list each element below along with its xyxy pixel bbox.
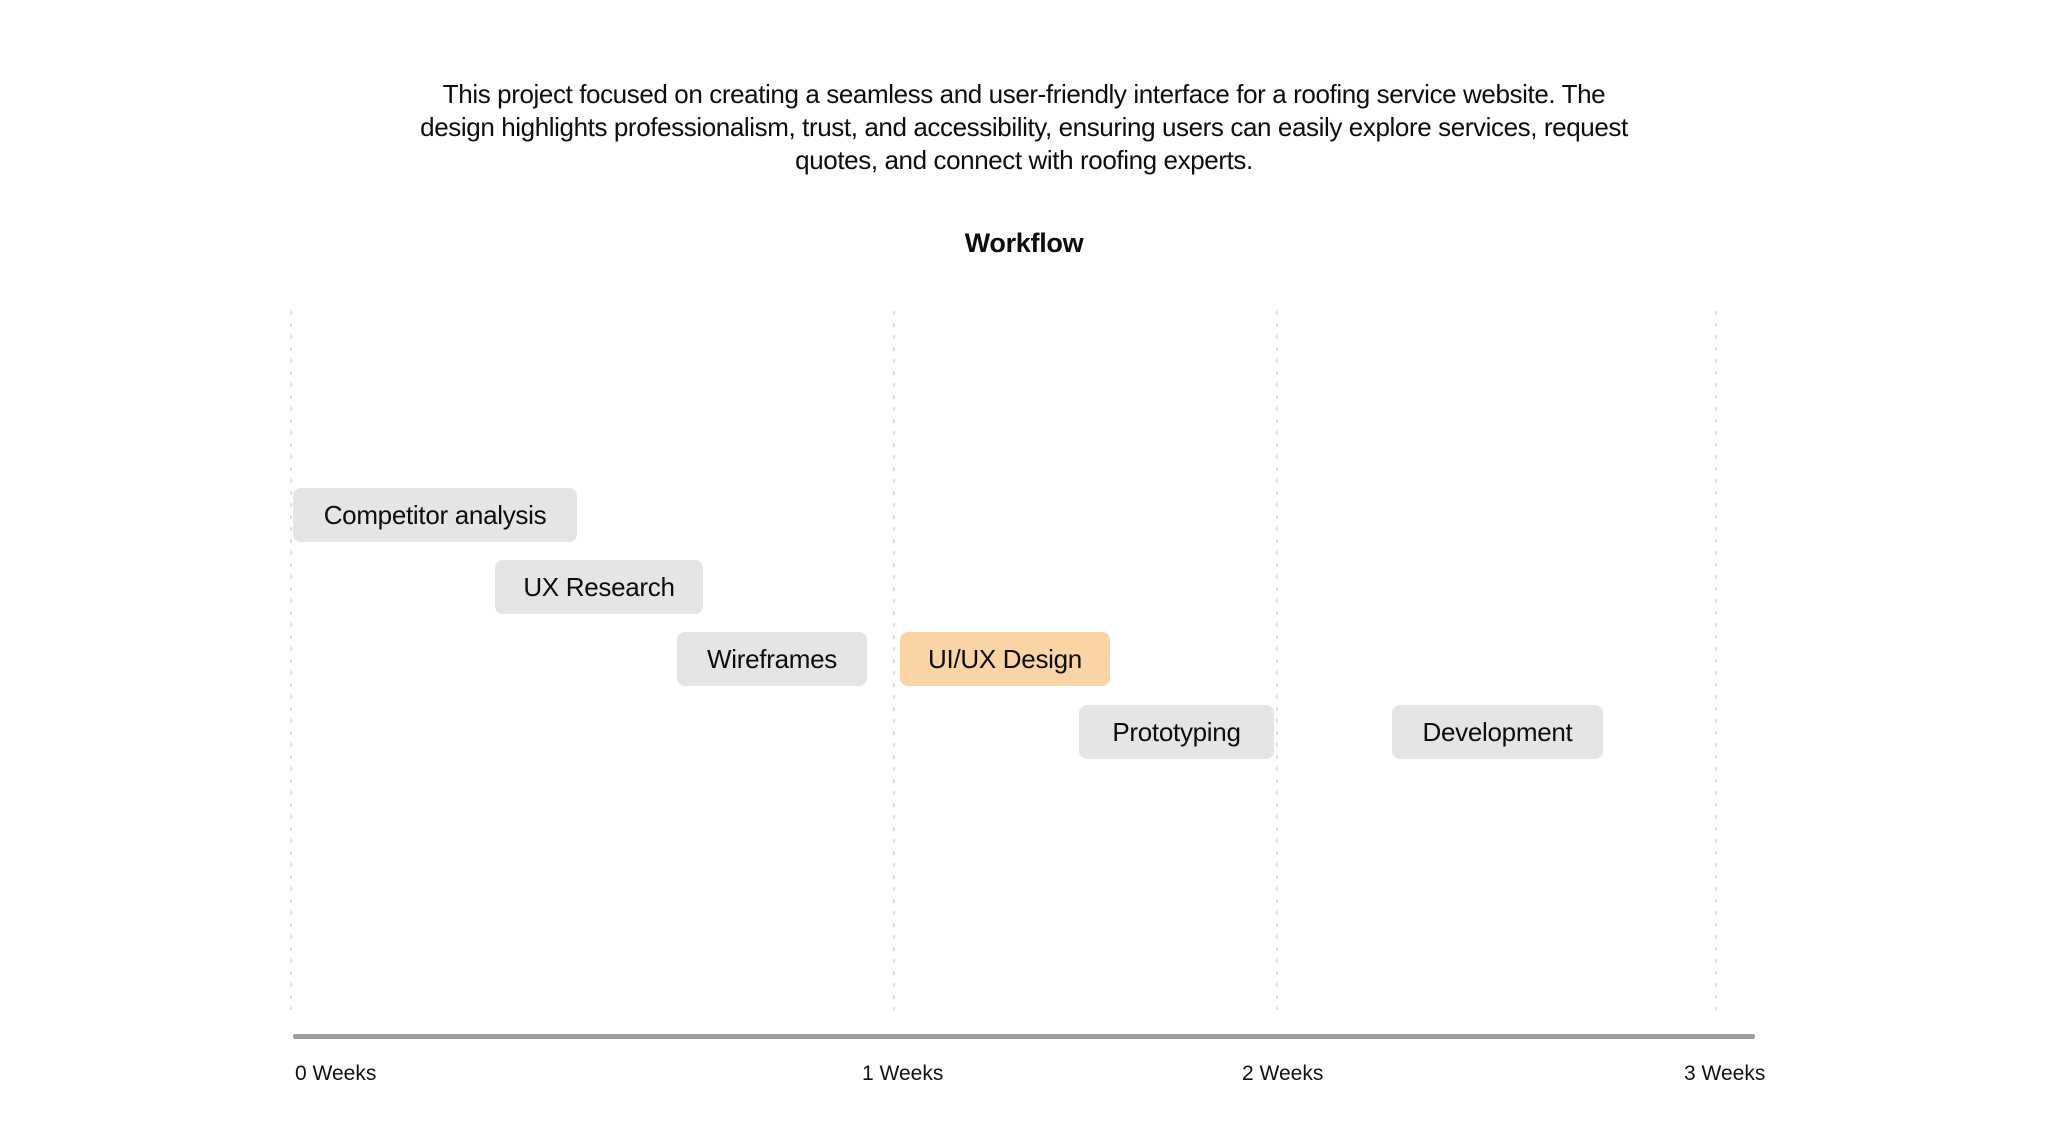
x-axis-line [293, 1034, 1755, 1039]
task-bar-development: Development [1392, 705, 1603, 759]
task-label: Development [1422, 716, 1573, 747]
task-bar-ui-ux-design: UI/UX Design [900, 632, 1110, 686]
workflow-gantt-plot: Competitor analysis UX Research Wireframes… [290, 311, 1717, 1010]
axis-tick-label-0-weeks: 0 Weeks [295, 1062, 377, 1085]
intro-line-3: quotes, and connect with roofing experts… [795, 145, 1253, 175]
axis-tick-label-3-weeks: 3 Weeks [1684, 1062, 1766, 1085]
task-label: Wireframes [707, 643, 837, 674]
axis-tick-label-2-weeks: 2 Weeks [1242, 1062, 1324, 1085]
task-bar-wireframes: Wireframes [677, 632, 867, 686]
task-bar-competitor-analysis: Competitor analysis [293, 488, 577, 542]
gridline-week-2 [1276, 311, 1278, 1010]
task-bar-ux-research: UX Research [495, 560, 703, 614]
task-label: Competitor analysis [323, 499, 547, 530]
task-label: UX Research [523, 571, 675, 602]
gridline-week-3 [1715, 311, 1717, 1010]
gridline-week-0 [290, 311, 292, 1010]
intro-paragraph: This project focused on creating a seaml… [0, 78, 2048, 177]
task-bar-prototyping: Prototyping [1079, 705, 1274, 759]
chart-title: Workflow [964, 228, 1084, 258]
task-label: Prototyping [1112, 716, 1241, 747]
gridline-week-1 [893, 311, 895, 1010]
axis-tick-label-1-weeks: 1 Weeks [862, 1062, 944, 1085]
intro-line-2: design highlights professionalism, trust… [420, 112, 1628, 142]
x-axis-tick-labels: 0 Weeks 1 Weeks 2 Weeks 3 Weeks [290, 1062, 1765, 1092]
intro-line-1: This project focused on creating a seaml… [442, 79, 1606, 109]
task-label: UI/UX Design [928, 643, 1082, 674]
